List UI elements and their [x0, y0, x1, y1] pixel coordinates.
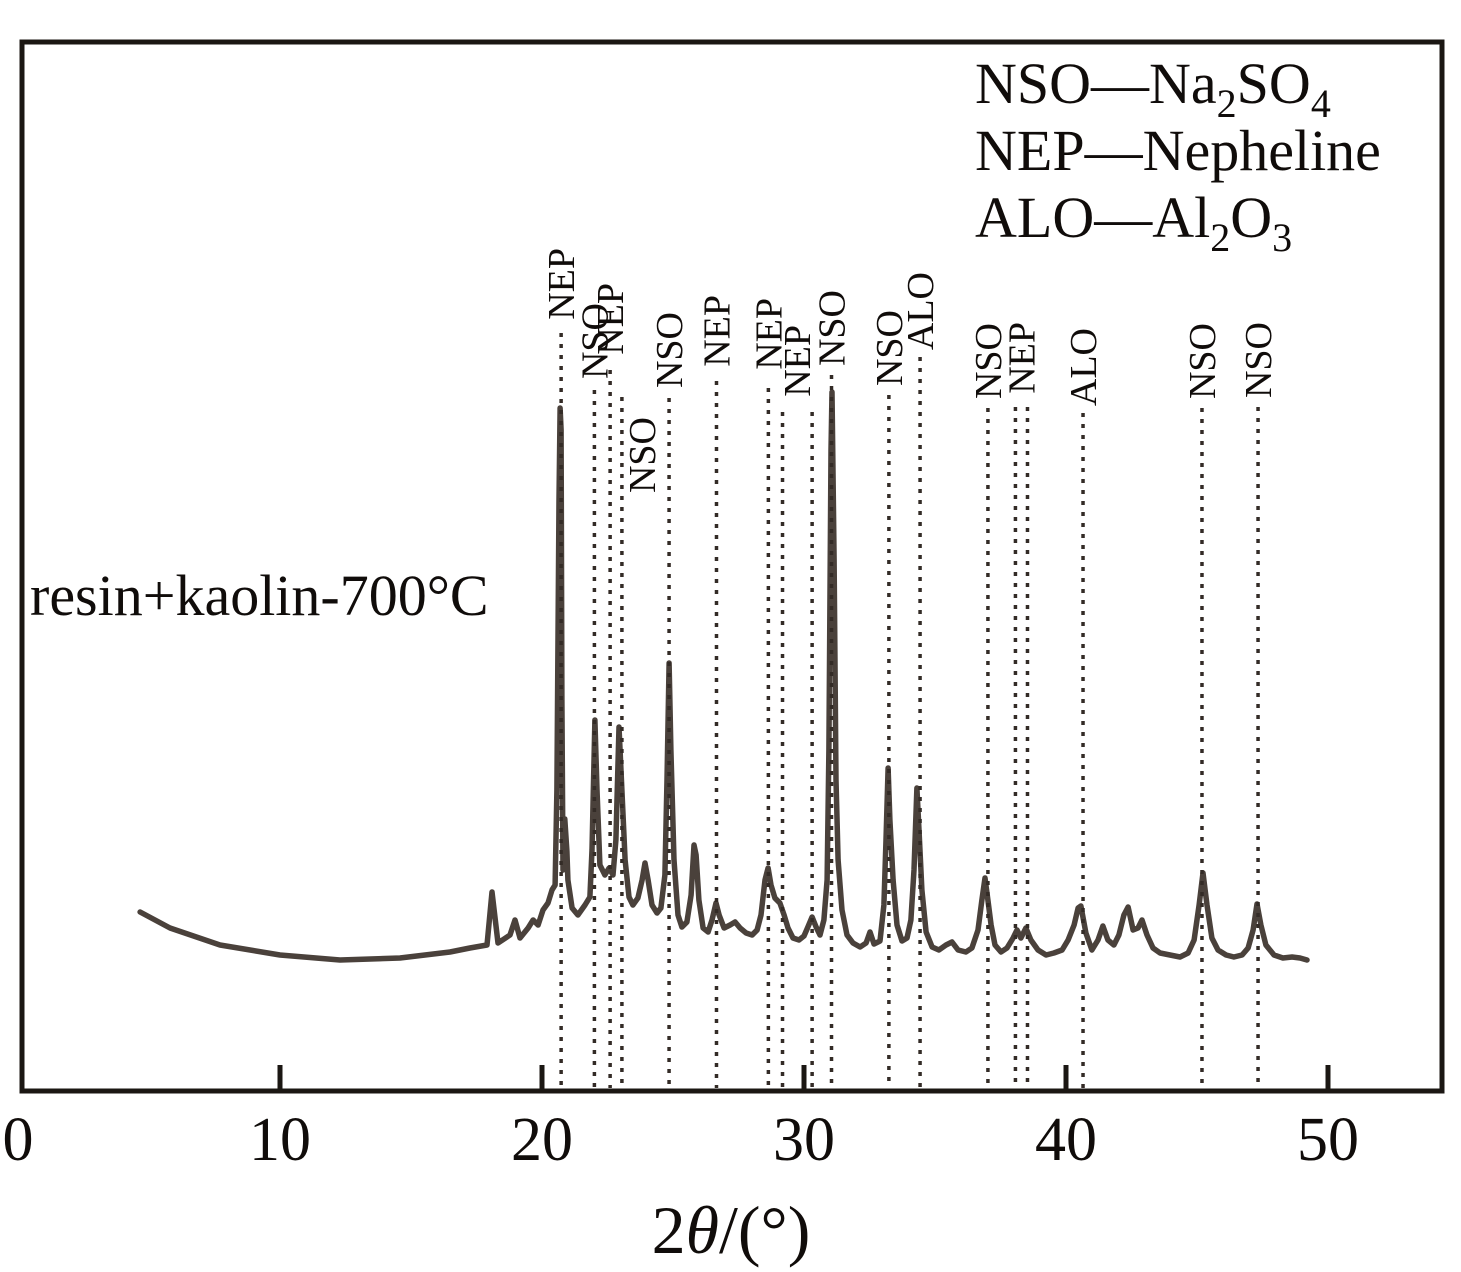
peak-marker-label: NEP: [748, 298, 790, 370]
peak-marker-label: NSO: [622, 417, 664, 493]
peak-marker-label: NSO: [649, 312, 691, 388]
peak-marker-label: NSO: [968, 323, 1010, 399]
x-tick-label: 50: [1297, 1106, 1359, 1174]
x-tick-label: 20: [511, 1106, 573, 1174]
legend-entry: NSO—Na2SO4: [975, 51, 1331, 126]
peak-marker-label: ALO: [900, 272, 942, 350]
peak-marker-label: NEP: [590, 283, 632, 355]
legend-entry: ALO—Al2O3: [975, 185, 1292, 260]
peak-marker-label: NSO: [1182, 323, 1224, 399]
curve-path: [137, 389, 1310, 963]
x-tick-label: 10: [249, 1106, 311, 1174]
peak-marker-label: NEP: [541, 248, 583, 320]
peak-marker-label: ALO: [1063, 328, 1105, 406]
peak-marker-label: NSO: [869, 310, 911, 386]
x-axis: 0 10 20 30 40 50: [3, 1065, 1359, 1174]
x-tick-label: 30: [773, 1106, 835, 1174]
peak-marker-label: NSO: [574, 303, 616, 379]
x-axis-title: 2θ/(°): [652, 1192, 811, 1268]
x-tick-label: 40: [1035, 1106, 1097, 1174]
peak-marker-label: NEP: [696, 295, 738, 367]
plot-border: [19, 39, 1445, 1094]
x-tick-label: 0: [3, 1106, 34, 1174]
diffraction-curve: [137, 389, 1310, 963]
peak-marker-label: NSO: [812, 290, 854, 366]
legend-entry: NEP—Nepheline: [975, 118, 1381, 183]
peak-marker-label: NSO: [1238, 322, 1280, 398]
peak-marker-label: NEP: [1001, 322, 1043, 394]
peak-marker-label: NEP: [777, 325, 819, 397]
sample-annotation: resin+kaolin-700°C: [30, 563, 489, 628]
